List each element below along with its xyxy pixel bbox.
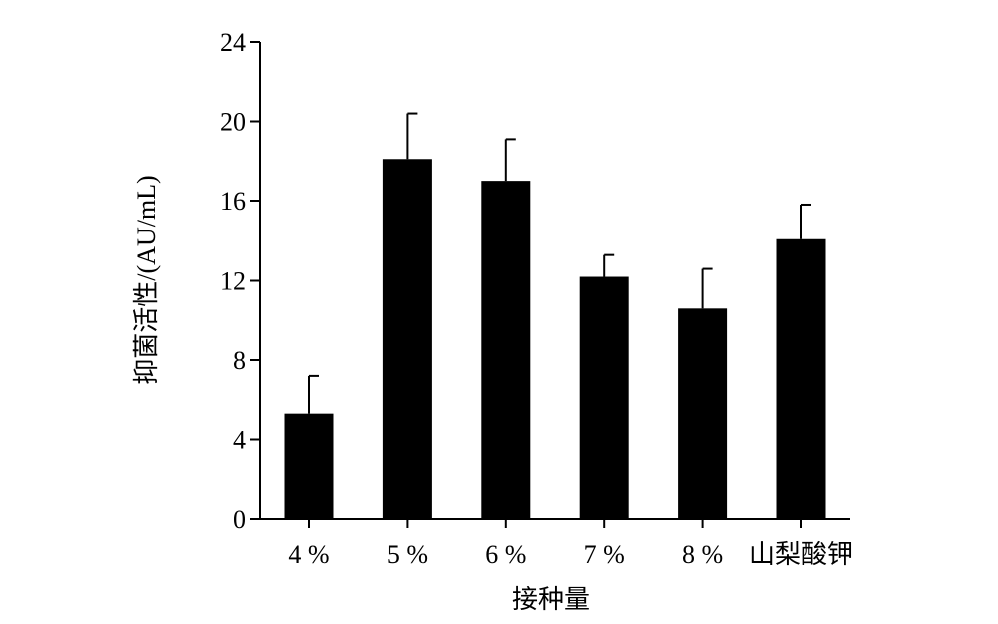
y-axis-title: 抑菌活性/(AU/mL) — [132, 175, 161, 384]
error-bars — [308, 112, 811, 414]
bar — [579, 276, 629, 519]
bars — [284, 159, 826, 519]
bar — [382, 159, 432, 519]
bar — [678, 308, 728, 519]
y-tick-label: 24 — [220, 28, 246, 57]
x-tick-label: 山梨酸钾 — [749, 540, 853, 569]
x-tick-label: 5 % — [387, 540, 428, 569]
bar — [776, 238, 826, 519]
y-tick-label: 8 — [233, 346, 246, 375]
y-tick-label: 16 — [220, 187, 246, 216]
x-tick-label: 6 % — [485, 540, 526, 569]
y-tick-label: 4 — [233, 426, 246, 455]
bar — [284, 413, 334, 519]
x-tick-label: 8 % — [682, 540, 723, 569]
y-ticks: 0 4 8 12 16 20 24 — [220, 28, 260, 534]
y-tick-label: 20 — [220, 108, 246, 137]
y-tick-label: 12 — [220, 267, 246, 296]
x-axis-title: 接种量 — [512, 585, 590, 614]
x-tick-label: 4 % — [288, 540, 329, 569]
x-ticks: 4 % 5 % 6 % 7 % 8 % 山梨酸钾 — [288, 519, 853, 569]
bar — [481, 181, 531, 519]
x-tick-label: 7 % — [584, 540, 625, 569]
y-tick-label: 0 — [233, 505, 246, 534]
